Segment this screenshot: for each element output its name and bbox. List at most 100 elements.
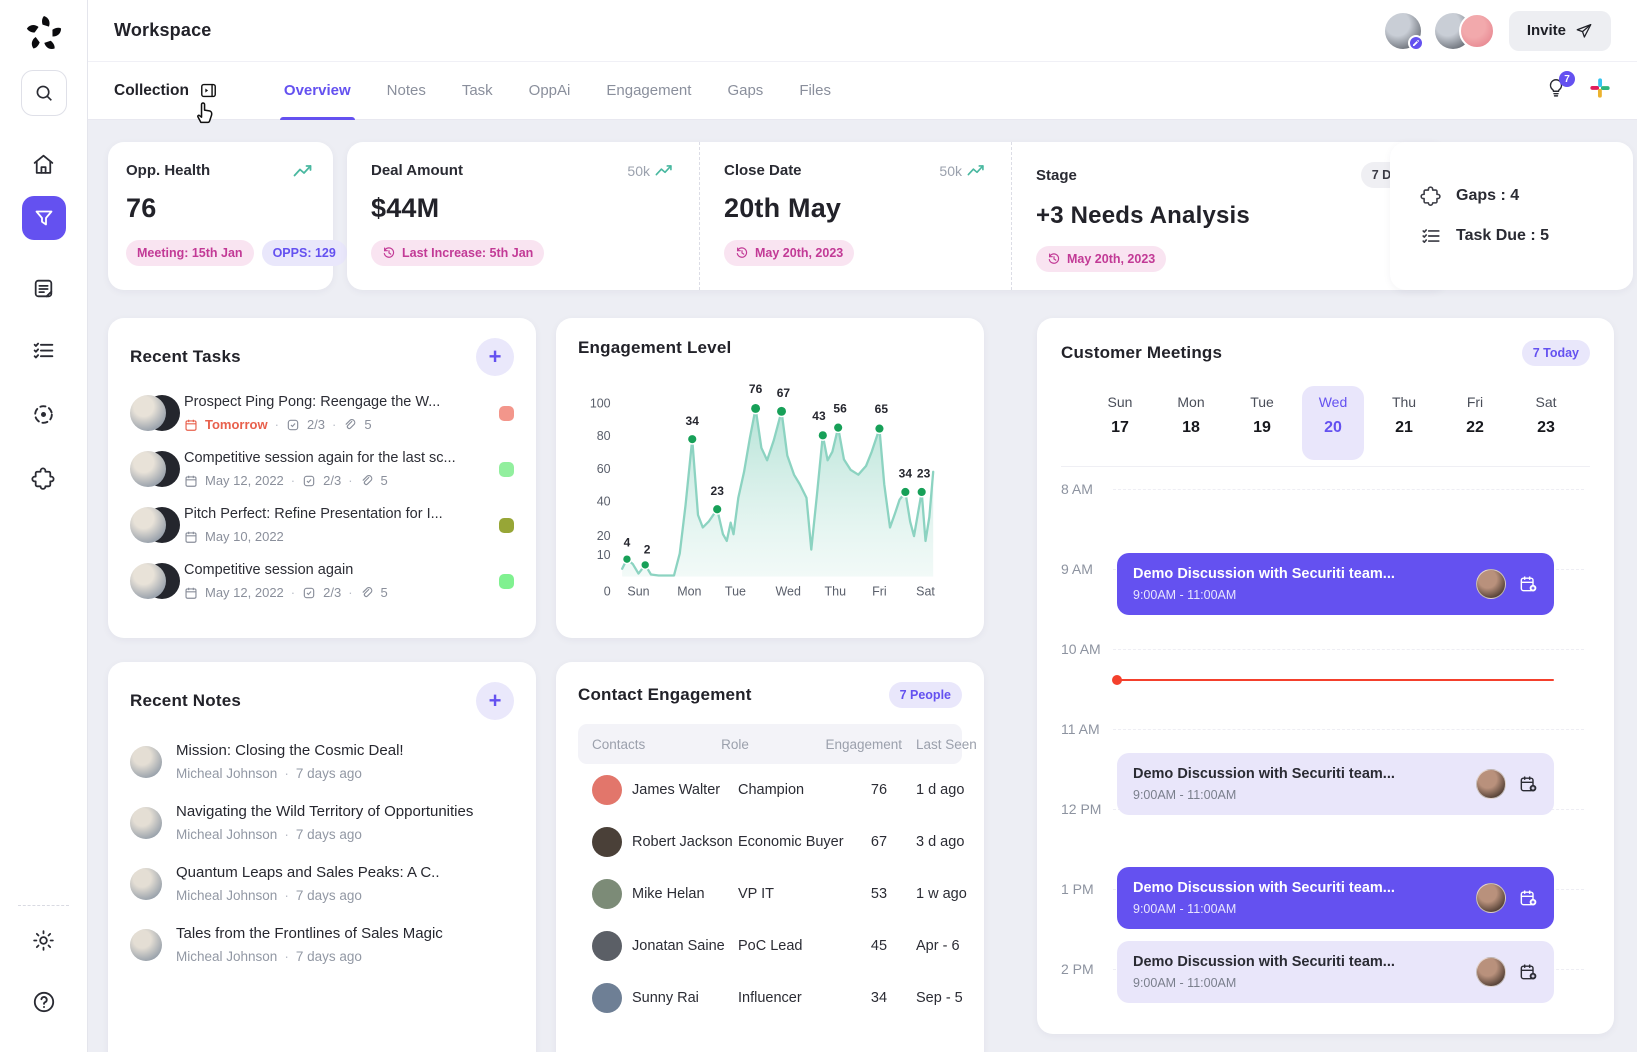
- table-row[interactable]: James Walter Champion 76 1 d ago: [578, 764, 962, 816]
- table-row[interactable]: Robert Jackson Economic Buyer 67 3 d ago: [578, 816, 962, 868]
- sidebar-item-help[interactable]: [22, 980, 66, 1024]
- col-engagement: Engagement: [825, 737, 902, 752]
- tab-overview[interactable]: Overview: [284, 62, 351, 120]
- day-thu[interactable]: Thu21: [1373, 386, 1435, 460]
- gear-icon: [31, 928, 56, 953]
- task-row[interactable]: Competitive session again for the last s…: [130, 450, 514, 488]
- team-avatars[interactable]: [1435, 13, 1495, 49]
- event-time: 9:00AM - 11:00AM: [1133, 976, 1476, 990]
- stage-badge: May 20th, 2023: [1036, 246, 1166, 272]
- task-row[interactable]: Prospect Ping Pong: Reengage the W... To…: [130, 394, 514, 432]
- day-tue[interactable]: Tue19: [1231, 386, 1293, 460]
- note-ago: 7 days ago: [296, 888, 362, 903]
- note-row[interactable]: Tales from the Frontlines of Sales Magic…: [130, 925, 514, 964]
- sidebar-item-tasks[interactable]: [22, 328, 66, 372]
- day-fri[interactable]: Fri22: [1444, 386, 1506, 460]
- sidebar-item-settings[interactable]: [22, 918, 66, 962]
- user-avatar[interactable]: [1385, 13, 1421, 49]
- task-row[interactable]: Competitive session again May 12, 2022 ·…: [130, 562, 514, 600]
- edit-badge-icon: [1408, 35, 1424, 51]
- note-author: Micheal Johnson: [176, 888, 277, 903]
- meeting-event[interactable]: Demo Discussion with Securiti team... 9:…: [1117, 753, 1554, 815]
- time-label: 1 PM: [1061, 881, 1094, 897]
- table-row[interactable]: Jonatan Saine PoC Lead 45 Apr - 6: [578, 920, 962, 972]
- tabs: Overview Notes Task OppAi Engagement Gap…: [284, 62, 831, 120]
- note-row[interactable]: Quantum Leaps and Sales Peaks: A C.. Mic…: [130, 864, 514, 903]
- svg-text:80: 80: [597, 429, 611, 443]
- svg-text:Wed: Wed: [776, 585, 801, 599]
- clock-history-icon: [735, 246, 749, 260]
- svg-text:43: 43: [812, 409, 826, 423]
- clock-history-icon: [1047, 252, 1061, 266]
- stage-section: Stage 7 Days +3 Needs Analysis May 20th,…: [1011, 142, 1447, 290]
- meeting-event[interactable]: Demo Discussion with Securiti team... 9:…: [1117, 553, 1554, 615]
- sidebar-item-home[interactable]: [22, 142, 66, 186]
- gaps-count-row[interactable]: Gaps : 4: [1420, 185, 1603, 207]
- trend-up-icon: [293, 164, 315, 178]
- collection-button[interactable]: Collection: [114, 81, 218, 100]
- contact-last-seen: 1 d ago: [902, 782, 962, 798]
- table-row[interactable]: Sunny Rai Influencer 34 Sep - 5: [578, 972, 962, 1024]
- avatar: [1476, 883, 1506, 913]
- event-time: 9:00AM - 11:00AM: [1133, 588, 1476, 602]
- meeting-event[interactable]: Demo Discussion with Securiti team... 9:…: [1117, 941, 1554, 1003]
- contact-name: James Walter: [632, 782, 720, 798]
- tab-task[interactable]: Task: [462, 62, 493, 120]
- opps-badge: OPPS: 129: [262, 240, 347, 266]
- calendar-add-icon: [1518, 774, 1538, 794]
- task-progress: 2/3: [323, 585, 341, 600]
- invite-label: Invite: [1527, 22, 1566, 39]
- contact-name: Sunny Rai: [632, 990, 699, 1006]
- task-title: Competitive session again for the last s…: [184, 450, 487, 466]
- note-row[interactable]: Navigating the Wild Territory of Opportu…: [130, 803, 514, 842]
- task-due-row[interactable]: Task Due : 5: [1420, 225, 1603, 247]
- notepad-icon: [31, 276, 56, 301]
- contact-last-seen: Sep - 5: [902, 990, 962, 1006]
- calendar-add-icon: [1518, 962, 1538, 982]
- table-row[interactable]: Mike Helan VP IT 53 1 w ago: [578, 868, 962, 920]
- svg-text:76: 76: [749, 382, 763, 396]
- svg-text:4: 4: [624, 536, 631, 550]
- deal-trend-label: 50k: [627, 163, 650, 179]
- home-icon: [31, 152, 56, 177]
- day-sat[interactable]: Sat23: [1515, 386, 1577, 460]
- insights-button[interactable]: 7: [1545, 77, 1567, 104]
- sidebar-search-button[interactable]: [21, 70, 67, 116]
- tab-oppai[interactable]: OppAi: [529, 62, 571, 120]
- day-sun[interactable]: Sun17: [1089, 386, 1151, 460]
- invite-button[interactable]: Invite: [1509, 11, 1611, 51]
- close-date-section: Close Date 50k 20th May May 20th, 2023: [699, 142, 1011, 290]
- tab-engagement[interactable]: Engagement: [606, 62, 691, 120]
- checklist-icon: [31, 338, 56, 363]
- tab-notes[interactable]: Notes: [387, 62, 426, 120]
- tab-files[interactable]: Files: [799, 62, 831, 120]
- task-title: Competitive session again: [184, 562, 487, 578]
- add-note-button[interactable]: +: [476, 682, 514, 720]
- tab-gaps[interactable]: Gaps: [727, 62, 763, 120]
- day-wed-active[interactable]: Wed20: [1302, 386, 1364, 460]
- sidebar-item-notes[interactable]: [22, 266, 66, 310]
- page-title: Workspace: [114, 20, 212, 41]
- sidebar-item-focus[interactable]: [22, 392, 66, 436]
- add-task-button[interactable]: +: [476, 338, 514, 376]
- note-author: Micheal Johnson: [176, 827, 277, 842]
- avatar: [130, 807, 162, 839]
- task-status-dot: [499, 518, 514, 533]
- day-mon[interactable]: Mon18: [1160, 386, 1222, 460]
- contact-role: Champion: [738, 782, 856, 798]
- avatar: [130, 929, 162, 961]
- sidebar-item-opportunities-active[interactable]: [22, 196, 66, 240]
- svg-text:65: 65: [875, 402, 889, 416]
- contact-role: Economic Buyer: [738, 834, 856, 850]
- note-title: Tales from the Frontlines of Sales Magic: [176, 925, 443, 942]
- meeting-event[interactable]: Demo Discussion with Securiti team... 9:…: [1117, 867, 1554, 929]
- task-row[interactable]: Pitch Perfect: Refine Presentation for I…: [130, 506, 514, 544]
- collection-label: Collection: [114, 82, 189, 100]
- calendar-icon: [184, 530, 198, 544]
- slack-button[interactable]: [1589, 77, 1611, 104]
- sidebar-item-gaps[interactable]: [22, 456, 66, 500]
- avatar: [1476, 569, 1506, 599]
- deal-amount-value: $44M: [371, 193, 675, 224]
- note-row[interactable]: Mission: Closing the Cosmic Deal! Michea…: [130, 742, 514, 781]
- svg-text:67: 67: [777, 386, 791, 400]
